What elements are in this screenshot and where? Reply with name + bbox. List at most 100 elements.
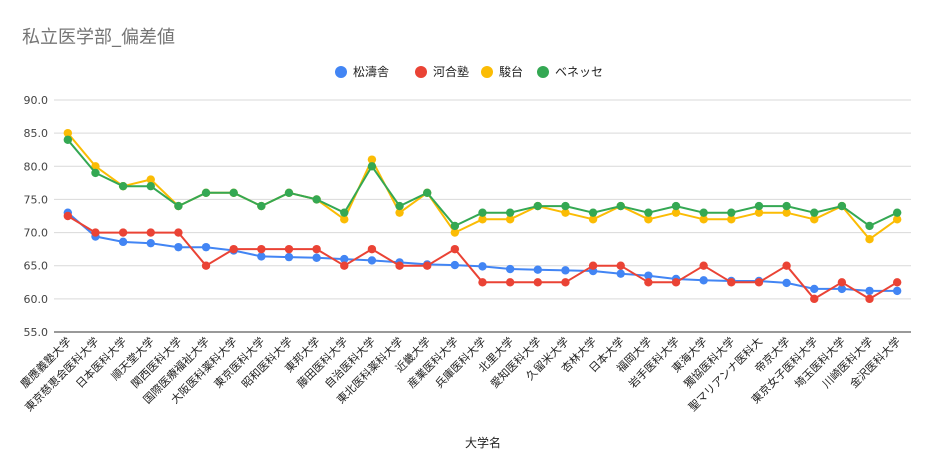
data-point <box>312 195 321 204</box>
legend-label: ベネッセ <box>555 65 603 79</box>
x-axis-title: 大学名 <box>465 435 501 450</box>
data-point <box>450 260 460 270</box>
data-point <box>727 278 736 287</box>
data-point <box>699 208 708 217</box>
data-point <box>450 244 460 254</box>
data-point <box>312 244 321 254</box>
data-point <box>561 201 570 211</box>
legend-marker <box>415 66 427 78</box>
legend-marker <box>481 66 493 78</box>
y-tick-label: 80.0 <box>24 160 49 173</box>
data-point <box>423 188 432 197</box>
data-point <box>340 261 349 270</box>
data-point <box>892 215 902 224</box>
data-point <box>201 261 211 270</box>
data-point <box>284 252 294 262</box>
legend-marker <box>335 66 347 78</box>
data-point <box>671 278 681 287</box>
data-point <box>395 261 404 270</box>
data-point <box>754 201 764 211</box>
data-point <box>810 294 819 304</box>
data-point <box>478 278 487 287</box>
data-point <box>865 221 874 231</box>
data-point <box>118 237 128 247</box>
data-point <box>505 278 515 287</box>
data-point <box>201 242 211 252</box>
data-point <box>754 278 764 287</box>
data-point <box>450 221 460 231</box>
data-point <box>782 208 791 217</box>
data-point <box>561 278 570 287</box>
data-point <box>478 262 487 271</box>
data-point <box>478 208 487 217</box>
data-point <box>616 261 625 270</box>
data-point <box>865 286 874 296</box>
data-point <box>865 294 874 304</box>
data-point <box>533 265 542 274</box>
data-point <box>284 188 294 197</box>
data-point <box>118 181 128 191</box>
data-point <box>91 228 100 237</box>
data-point <box>782 278 791 288</box>
data-point <box>505 215 515 224</box>
data-point <box>588 261 598 270</box>
data-point <box>533 278 542 287</box>
data-point <box>644 278 653 287</box>
data-point <box>146 181 155 191</box>
y-tick-label: 90.0 <box>24 94 49 107</box>
data-point <box>671 208 681 217</box>
data-point <box>837 278 847 287</box>
data-point <box>91 168 100 178</box>
data-point <box>395 208 404 217</box>
y-tick-label: 70.0 <box>24 227 49 240</box>
data-point <box>727 215 736 224</box>
legend-marker <box>537 66 549 78</box>
data-point <box>340 208 349 217</box>
data-point <box>367 162 377 171</box>
data-point <box>561 266 570 275</box>
data-point <box>810 215 819 224</box>
data-point <box>837 284 847 294</box>
data-point <box>63 135 73 144</box>
data-point <box>699 261 708 270</box>
y-tick-label: 55.0 <box>24 326 49 339</box>
data-point <box>229 244 238 254</box>
data-point <box>616 201 625 211</box>
data-point <box>423 261 432 270</box>
data-point <box>201 188 211 197</box>
data-point <box>616 269 625 278</box>
data-point <box>892 208 902 217</box>
data-point <box>671 201 681 211</box>
data-point <box>174 228 183 237</box>
data-point <box>340 215 349 224</box>
data-point <box>257 252 266 261</box>
data-point <box>810 284 819 294</box>
data-point <box>174 201 183 211</box>
data-point <box>644 215 653 224</box>
data-point <box>837 201 847 211</box>
data-point <box>505 264 515 274</box>
legend-label: 駿台 <box>499 64 523 79</box>
series-lines <box>63 128 902 304</box>
data-point <box>450 228 460 237</box>
data-point <box>118 228 128 237</box>
y-tick-label: 60.0 <box>24 293 49 306</box>
data-point <box>367 155 377 164</box>
data-point <box>892 286 902 296</box>
y-tick-label: 75.0 <box>24 193 49 206</box>
data-point <box>644 271 653 280</box>
data-point <box>284 244 294 254</box>
data-point <box>588 215 598 224</box>
y-axis-ticks: 55.0 60.0 65.0 70.0 75.0 80.0 85.0 90.0 <box>24 94 49 339</box>
data-point <box>699 215 708 224</box>
data-point <box>312 253 321 262</box>
y-tick-label: 85.0 <box>24 127 49 140</box>
chart-title: 私立医学部_偏差値 <box>22 27 175 48</box>
data-point <box>146 228 155 237</box>
data-point <box>63 211 73 221</box>
data-point <box>146 175 155 184</box>
data-point <box>588 208 598 217</box>
data-point <box>727 208 736 217</box>
data-point <box>533 201 542 211</box>
data-point <box>505 208 515 217</box>
